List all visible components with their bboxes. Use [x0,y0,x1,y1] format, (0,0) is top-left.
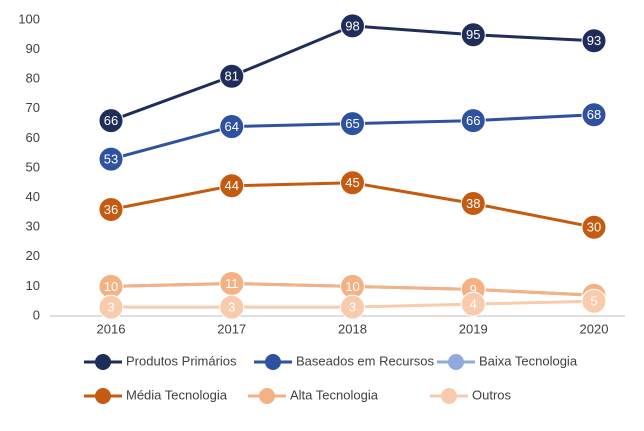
x-tick-label: 2020 [580,321,609,336]
data-label: 65 [345,116,359,131]
data-label: 3 [228,300,235,315]
point [219,63,245,89]
x-tick-label: 2016 [97,321,126,336]
y-tick-label: 50 [26,159,40,174]
data-label: 3 [349,300,356,315]
point [98,146,124,172]
data-label: 98 [345,18,359,33]
y-tick-label: 60 [26,130,40,145]
point [340,294,365,320]
x-tick-label: 2019 [459,321,488,336]
point [219,114,245,140]
y-tick-label: 0 [33,307,40,322]
data-label: 5 [590,294,597,309]
point [98,196,124,222]
point [219,173,245,199]
legend-marker [441,388,457,404]
y-tick-label: 10 [26,278,40,293]
point [581,288,607,314]
legend-label: Baixa Tecnologia [479,353,578,368]
x-tick-label: 2018 [338,321,367,336]
point [340,170,365,196]
data-label: 53 [104,152,118,167]
legend-label: Outros [472,387,512,402]
legend-label: Alta Tecnologia [290,387,379,402]
data-label: 68 [587,107,601,122]
data-label: 10 [104,279,118,294]
point [98,294,124,320]
data-label: 4 [470,297,477,312]
point [340,111,365,137]
data-label: 11 [225,276,239,291]
x-tick-label: 2017 [217,321,246,336]
y-tick-label: 70 [26,100,40,115]
data-label: 44 [225,178,239,193]
legend-marker [95,388,111,404]
data-label: 45 [345,175,359,190]
point [460,108,486,134]
y-tick-label: 80 [26,71,40,86]
y-tick-label: 100 [18,11,40,26]
data-label: 66 [466,113,480,128]
data-label: 81 [225,69,239,84]
legend-marker [259,388,275,404]
data-label: 93 [587,33,601,48]
legend-label: Produtos Primários [126,353,237,368]
point [98,108,124,134]
y-tick-label: 30 [26,219,40,234]
data-label: 95 [466,27,480,42]
legend-label: Baseados em Recursos [296,353,435,368]
point [581,28,607,54]
data-label: 64 [225,119,239,134]
y-tick-label: 40 [26,189,40,204]
data-label: 9 [470,282,477,297]
data-label: 66 [104,113,118,128]
point [460,191,486,217]
point [581,214,607,240]
data-label: 3 [107,300,114,315]
legend-marker [265,354,281,370]
y-tick-label: 20 [26,248,40,263]
data-label: 36 [104,202,118,217]
data-label: 30 [587,220,601,235]
y-tick-label: 90 [26,41,40,56]
data-label: 10 [345,279,359,294]
point [340,13,365,39]
point [581,102,607,128]
point [460,291,486,317]
legend-marker [95,354,111,370]
point [219,294,245,320]
series-line [110,24,595,123]
legend-marker [448,354,464,370]
legend-label: Média Tecnologia [126,387,228,402]
point [460,22,486,48]
data-label: 38 [466,196,480,211]
